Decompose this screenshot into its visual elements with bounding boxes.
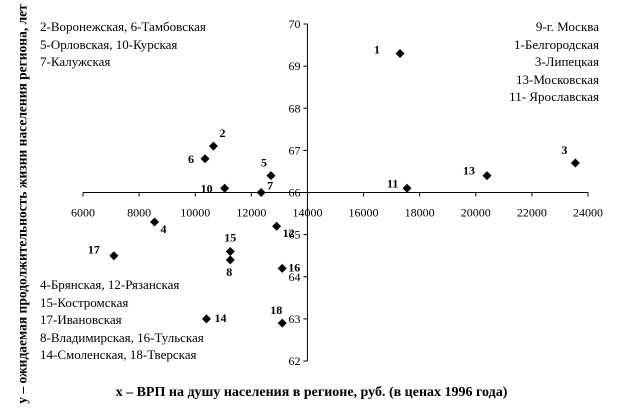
point-label-16: 16	[288, 260, 300, 274]
x-tick-label: 20000	[461, 206, 491, 220]
legend-line: 4-Брянская, 12-Рязанская	[40, 277, 180, 292]
legend-line: 8-Владимирская, 16-Тульская	[40, 329, 204, 345]
x-tick-label: 16000	[349, 206, 379, 220]
data-point-7	[256, 188, 266, 197]
y-tick-label: 68	[288, 101, 300, 115]
data-point-11	[402, 183, 412, 193]
legend-line: 3-Липецкая	[534, 54, 599, 69]
data-point-17	[109, 251, 119, 261]
x-tick-label: 6000	[71, 206, 95, 220]
point-label-17: 17	[88, 243, 100, 257]
point-label-4: 4	[161, 222, 167, 236]
legend-line: 7-Калужская	[40, 54, 111, 69]
point-label-14: 14	[214, 311, 226, 325]
x-tick-label: 18000	[405, 206, 435, 220]
data-point-16	[277, 263, 287, 273]
tick-labels: 6000 8000 10000 12000 14000 16000 18000 20000 22…	[71, 17, 603, 368]
data-point-13	[482, 171, 492, 181]
point-label-12: 12	[283, 226, 295, 240]
y-tick-label: 62	[288, 354, 300, 368]
data-point-10	[220, 183, 230, 193]
y-tick-label: 65	[288, 228, 300, 242]
data-point-1	[395, 48, 405, 58]
point-label-11: 11	[387, 176, 398, 190]
legend-line: 1-Белгородская	[514, 36, 599, 52]
point-label-13: 13	[463, 164, 475, 178]
legend-line: 2-Воронежская, 6-Тамбовская	[40, 19, 206, 34]
data-point-6	[200, 154, 210, 164]
x-tick-label: 10000	[180, 206, 210, 220]
data-point-2	[208, 141, 218, 151]
data-point-15	[225, 246, 235, 256]
data-point-14	[201, 314, 211, 324]
x-axis-label: x – ВРП на душу населения в регионе, руб…	[115, 385, 508, 400]
legend-line: 17-Ивановская	[40, 312, 122, 327]
legend-bottom-left: 4-Брянская, 12-Рязанская 15-Костромская …	[40, 276, 204, 364]
y-tick-label: 70	[288, 17, 300, 31]
legend-line: 5-Орловская, 10-Курская	[40, 36, 178, 52]
data-point-3	[570, 158, 580, 168]
legend-top-left: 2-Воронежская, 6-Тамбовская 5-Орловская,…	[40, 18, 206, 71]
x-tick-label: 8000	[127, 206, 151, 220]
x-tick-label: 22000	[517, 206, 547, 220]
x-tick-label: 14000	[292, 206, 322, 220]
point-label-18: 18	[270, 303, 282, 317]
data-point-4	[150, 217, 160, 227]
x-tick-label: 24000	[573, 206, 603, 220]
point-label-2: 2	[219, 126, 225, 140]
point-label-15: 15	[224, 230, 236, 244]
y-tick-label: 63	[288, 312, 300, 326]
point-label-6: 6	[188, 152, 194, 166]
legend-line: 14-Смоленская, 18-Тверская	[40, 347, 197, 362]
data-point-12	[272, 221, 282, 231]
legend-line: 9-г. Москва	[535, 19, 599, 34]
point-label-3: 3	[561, 143, 567, 157]
data-point-8	[225, 255, 235, 265]
legend-line: 15-Костромская	[40, 294, 129, 310]
point-label-7: 7	[267, 179, 273, 193]
point-label-10: 10	[201, 181, 213, 195]
y-tick-label: 66	[288, 186, 300, 200]
y-tick-label: 64	[288, 270, 300, 284]
legend-line: 13-Московская	[515, 71, 599, 87]
axes	[82, 23, 589, 362]
point-label-1: 1	[374, 42, 380, 56]
data-point-5	[266, 171, 276, 181]
x-tick-label: 12000	[236, 206, 266, 220]
point-label-8: 8	[226, 265, 232, 279]
data-point-18	[277, 318, 287, 328]
point-label-5: 5	[261, 156, 267, 170]
legend-line: 11- Ярославская	[509, 89, 599, 104]
y-tick-label: 69	[288, 59, 300, 73]
y-tick-label: 67	[288, 143, 300, 157]
y-axis-label: y – ожидаемая продолжительность жизни на…	[14, 4, 30, 404]
legend-top-right: 9-г. Москва 1-Белгородская 3-Липецкая 13…	[509, 18, 599, 106]
